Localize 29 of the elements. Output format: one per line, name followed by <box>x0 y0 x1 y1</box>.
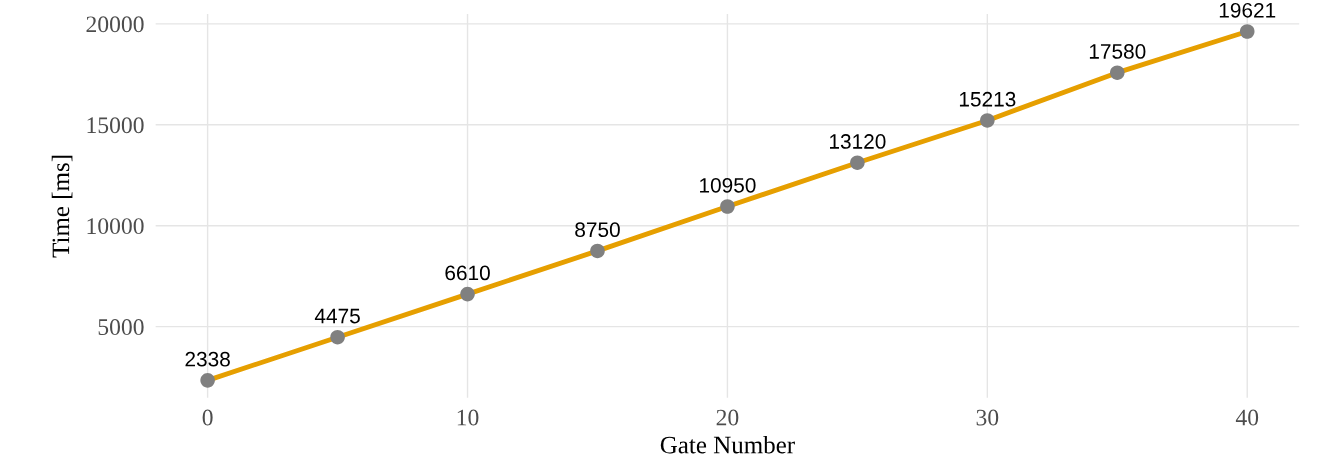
data-label: 13120 <box>830 134 886 149</box>
data-label: 17580 <box>1089 44 1146 59</box>
y-axis-title: Time [ms] <box>51 155 73 258</box>
y-tick-label: 5000 <box>98 319 144 336</box>
y-tick-label: 15000 <box>87 117 144 134</box>
point <box>980 113 995 128</box>
point <box>330 329 345 345</box>
point <box>200 373 215 388</box>
y-tick-label: 20000 <box>86 16 144 33</box>
point <box>590 243 605 259</box>
point <box>460 286 475 302</box>
data-label: 2338 <box>185 351 230 367</box>
data-label: 19621 <box>1219 2 1276 18</box>
data-label: 6610 <box>445 265 490 281</box>
x-tick-label: 10 <box>457 409 479 426</box>
x-tick-label: 40 <box>1235 409 1259 426</box>
data-label: 4475 <box>314 308 360 324</box>
y-tick-label: 10000 <box>87 218 144 235</box>
point <box>720 199 735 214</box>
x-tick-label: 30 <box>976 409 999 426</box>
data-label: 8750 <box>575 222 620 238</box>
x-axis-title: Gate Number <box>660 435 795 454</box>
data-label: 10950 <box>700 177 756 193</box>
data-label: 15213 <box>959 91 1016 107</box>
x-tick-label: 20 <box>716 409 739 426</box>
point <box>1110 65 1125 80</box>
point <box>850 155 865 170</box>
x-tick-label: 0 <box>202 409 213 426</box>
point <box>1239 24 1255 39</box>
